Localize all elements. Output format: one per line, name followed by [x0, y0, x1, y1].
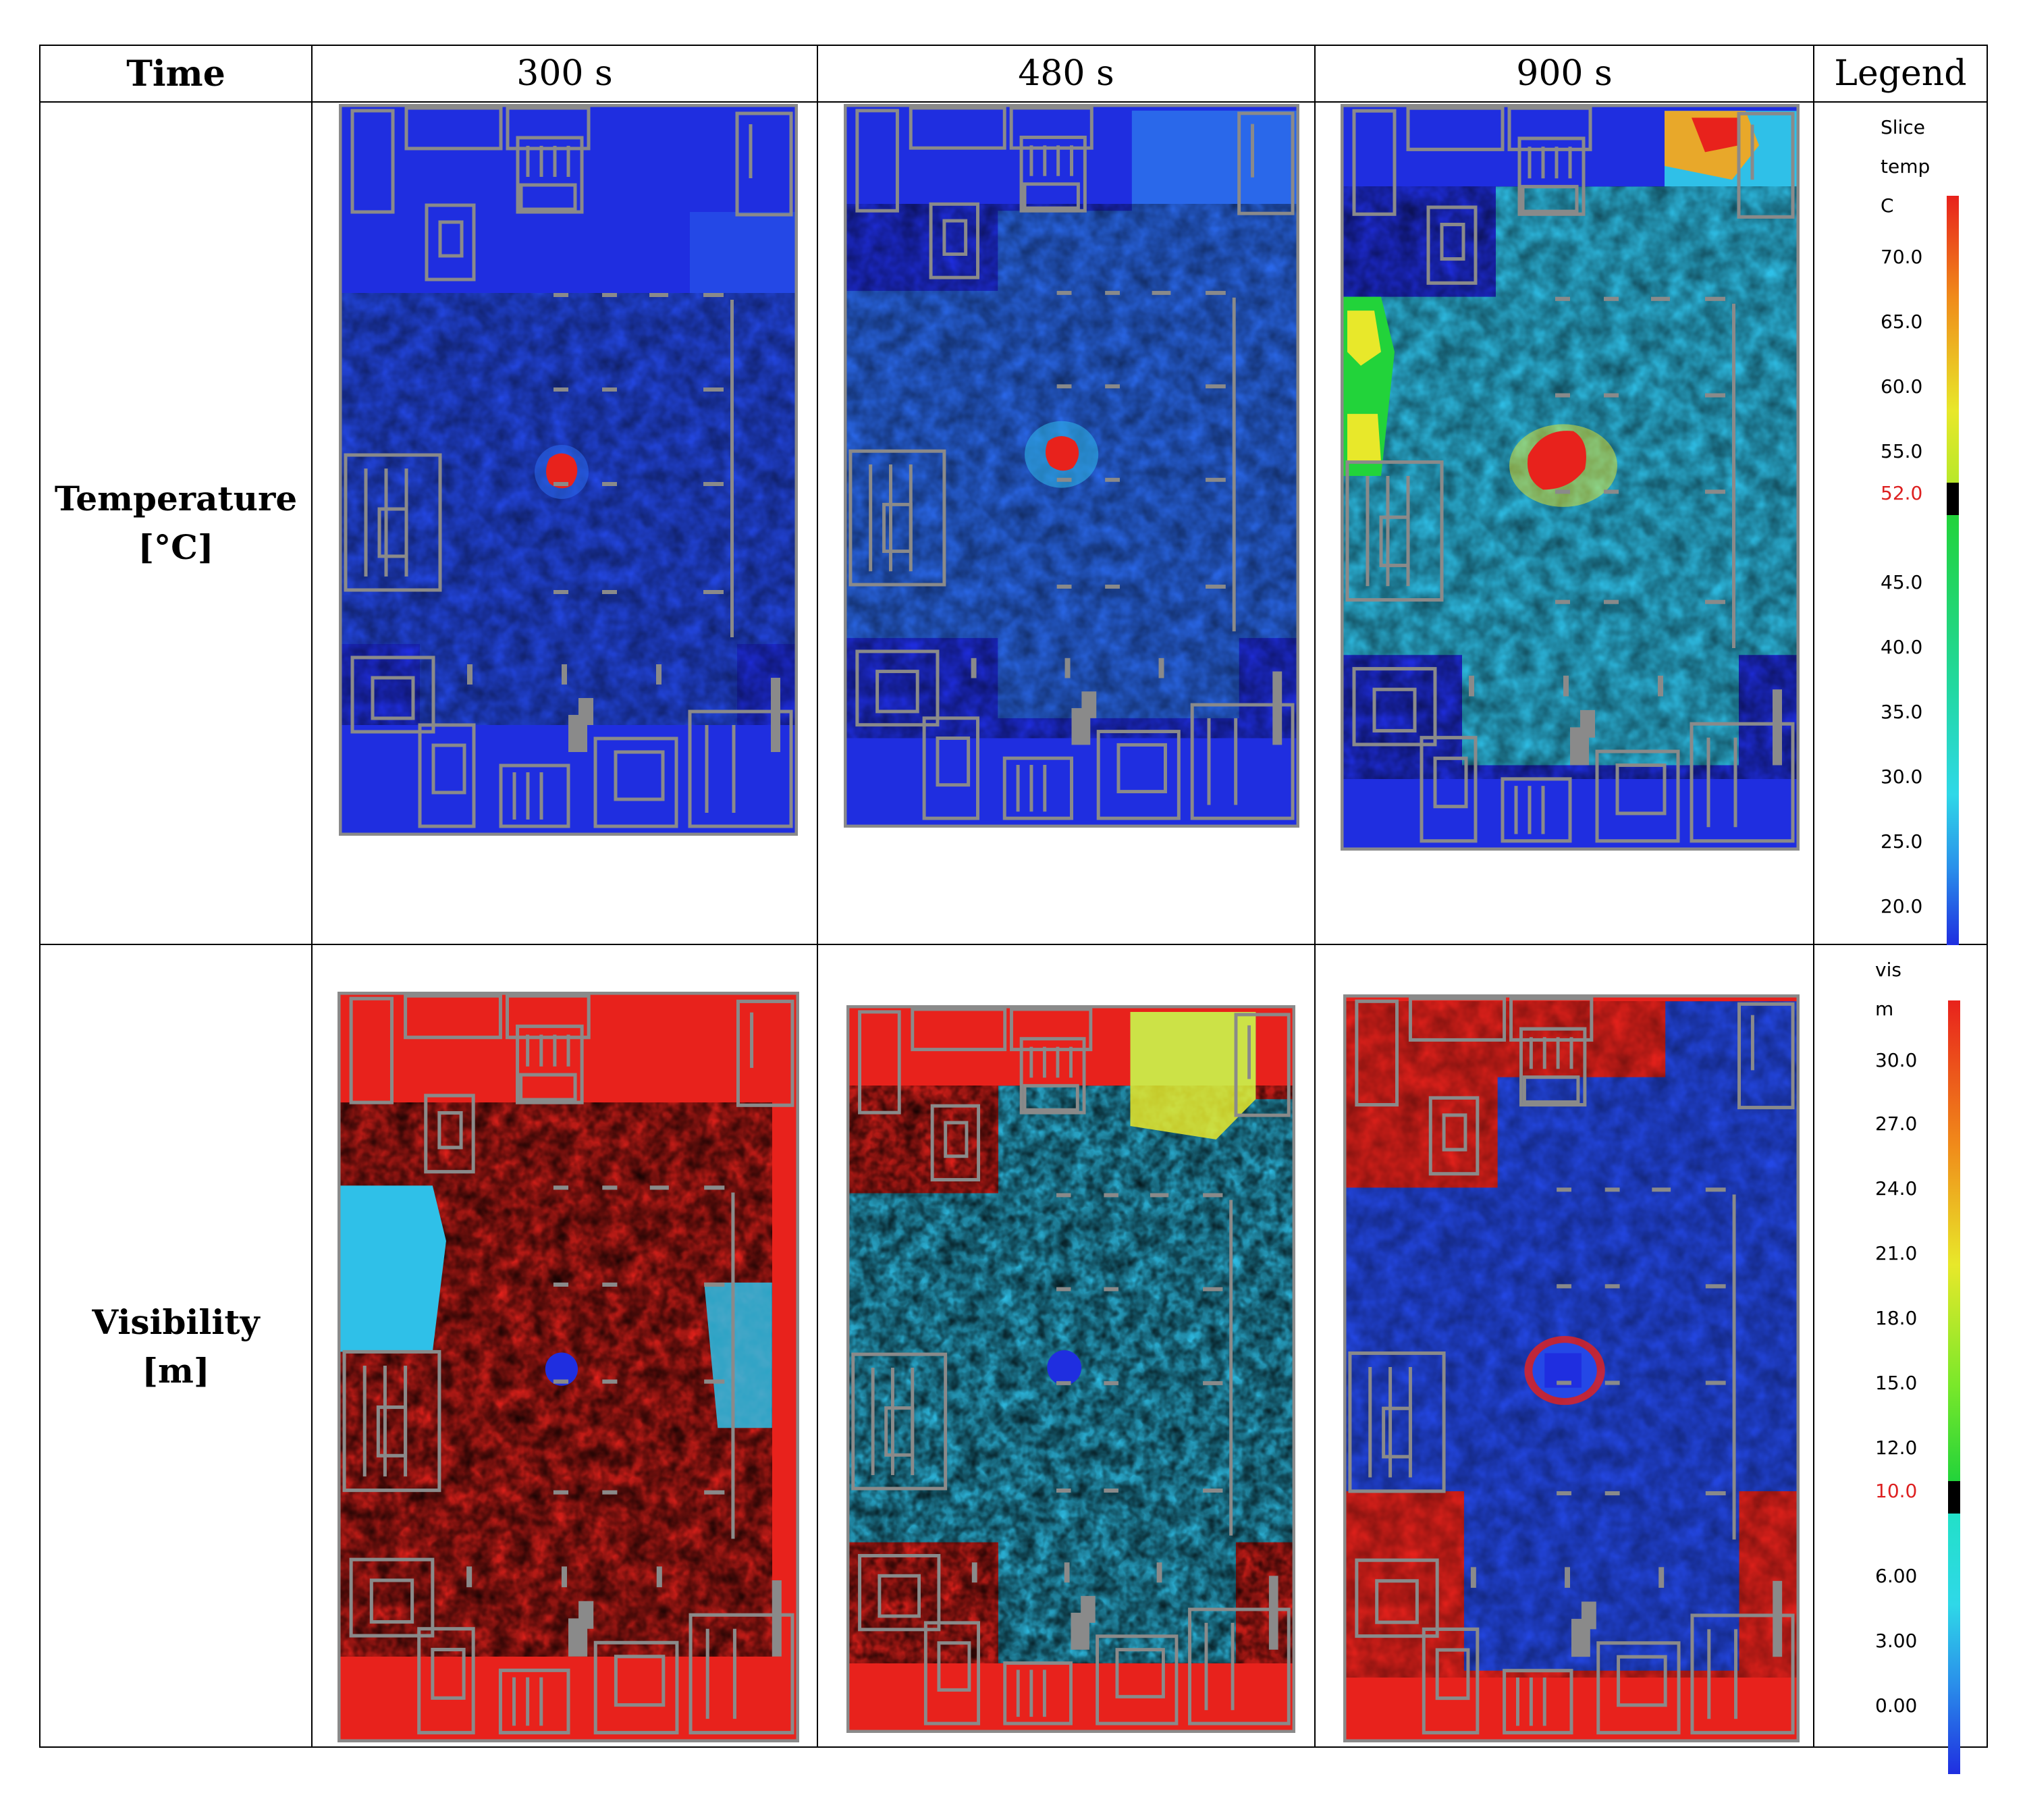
temp-legend-unit: C [1881, 194, 1894, 217]
temp-map-480s [844, 104, 1299, 828]
legend_temperature-tick: 70.0 [1881, 246, 1923, 268]
legend_temperature-tick: 65.0 [1881, 311, 1923, 333]
legend_visibility-tick: 24.0 [1875, 1177, 1918, 1200]
legend_temperature-tick: 35.0 [1881, 701, 1923, 723]
temp-colorbar [1947, 196, 1959, 945]
col-divider-4 [1813, 46, 1814, 1746]
legend_visibility-tick: 30.0 [1875, 1049, 1918, 1071]
legend_temperature-tick: 52.0 [1881, 482, 1923, 504]
legend_temperature-tick: 40.0 [1881, 636, 1923, 658]
vis-map-300s [338, 992, 799, 1742]
visibility-label: Visibility [92, 1302, 260, 1342]
legend_temperature-tick: 45.0 [1881, 571, 1923, 593]
vis-legend-unit: m [1875, 998, 1894, 1020]
row-label-visibility: Visibility [m] [40, 945, 311, 1748]
row-label-temperature: Temperature [°C] [40, 103, 311, 944]
legend_temperature-tick: 25.0 [1881, 830, 1923, 853]
legend_visibility-tick: 6.00 [1875, 1565, 1918, 1587]
legend_temperature-tick: 20.0 [1881, 895, 1923, 917]
legend_visibility-tick: 3.00 [1875, 1630, 1918, 1652]
temp-map-900s [1341, 104, 1800, 851]
legend_visibility-tick: 21.0 [1875, 1242, 1918, 1264]
legend_visibility-tick: 15.0 [1875, 1372, 1918, 1394]
header-legend: Legend [1834, 53, 1967, 94]
legend_visibility-tick: 27.0 [1875, 1113, 1918, 1135]
row-divider [40, 944, 1987, 945]
temperature-unit: [°C] [138, 527, 214, 567]
vis-map-480s [846, 1005, 1295, 1733]
temperature-label: Temperature [54, 479, 298, 518]
temp-map-300s [339, 104, 798, 836]
legend_visibility-tick: 0.00 [1875, 1694, 1918, 1717]
header-480s: 480 s [1018, 53, 1114, 94]
header-divider [40, 101, 1987, 103]
col-divider-1 [311, 46, 313, 1746]
temp-legend-title-2: temp [1881, 155, 1931, 178]
vis-map-900s [1343, 994, 1800, 1742]
header-900s: 900 s [1516, 53, 1613, 94]
vis-legend-title: vis [1875, 959, 1901, 981]
header-300s: 300 s [516, 53, 613, 94]
col-divider-3 [1314, 46, 1316, 1746]
legend_visibility-tick: 18.0 [1875, 1307, 1918, 1329]
legend_visibility-tick: 12.0 [1875, 1437, 1918, 1459]
legend_temperature-tick: 30.0 [1881, 766, 1923, 788]
legend_visibility-tick: 10.0 [1875, 1480, 1918, 1502]
header-time: Time [126, 53, 225, 95]
legend_temperature-tick: 55.0 [1881, 440, 1923, 462]
col-divider-2 [817, 46, 818, 1746]
legend_temperature-tick: 60.0 [1881, 375, 1923, 398]
temp-legend-title-1: Slice [1881, 116, 1925, 138]
results-table: Time 300 s 480 s 900 s Legend Temperatur… [39, 45, 1988, 1774]
vis-colorbar [1948, 1000, 1960, 1774]
visibility-unit: [m] [142, 1350, 210, 1391]
